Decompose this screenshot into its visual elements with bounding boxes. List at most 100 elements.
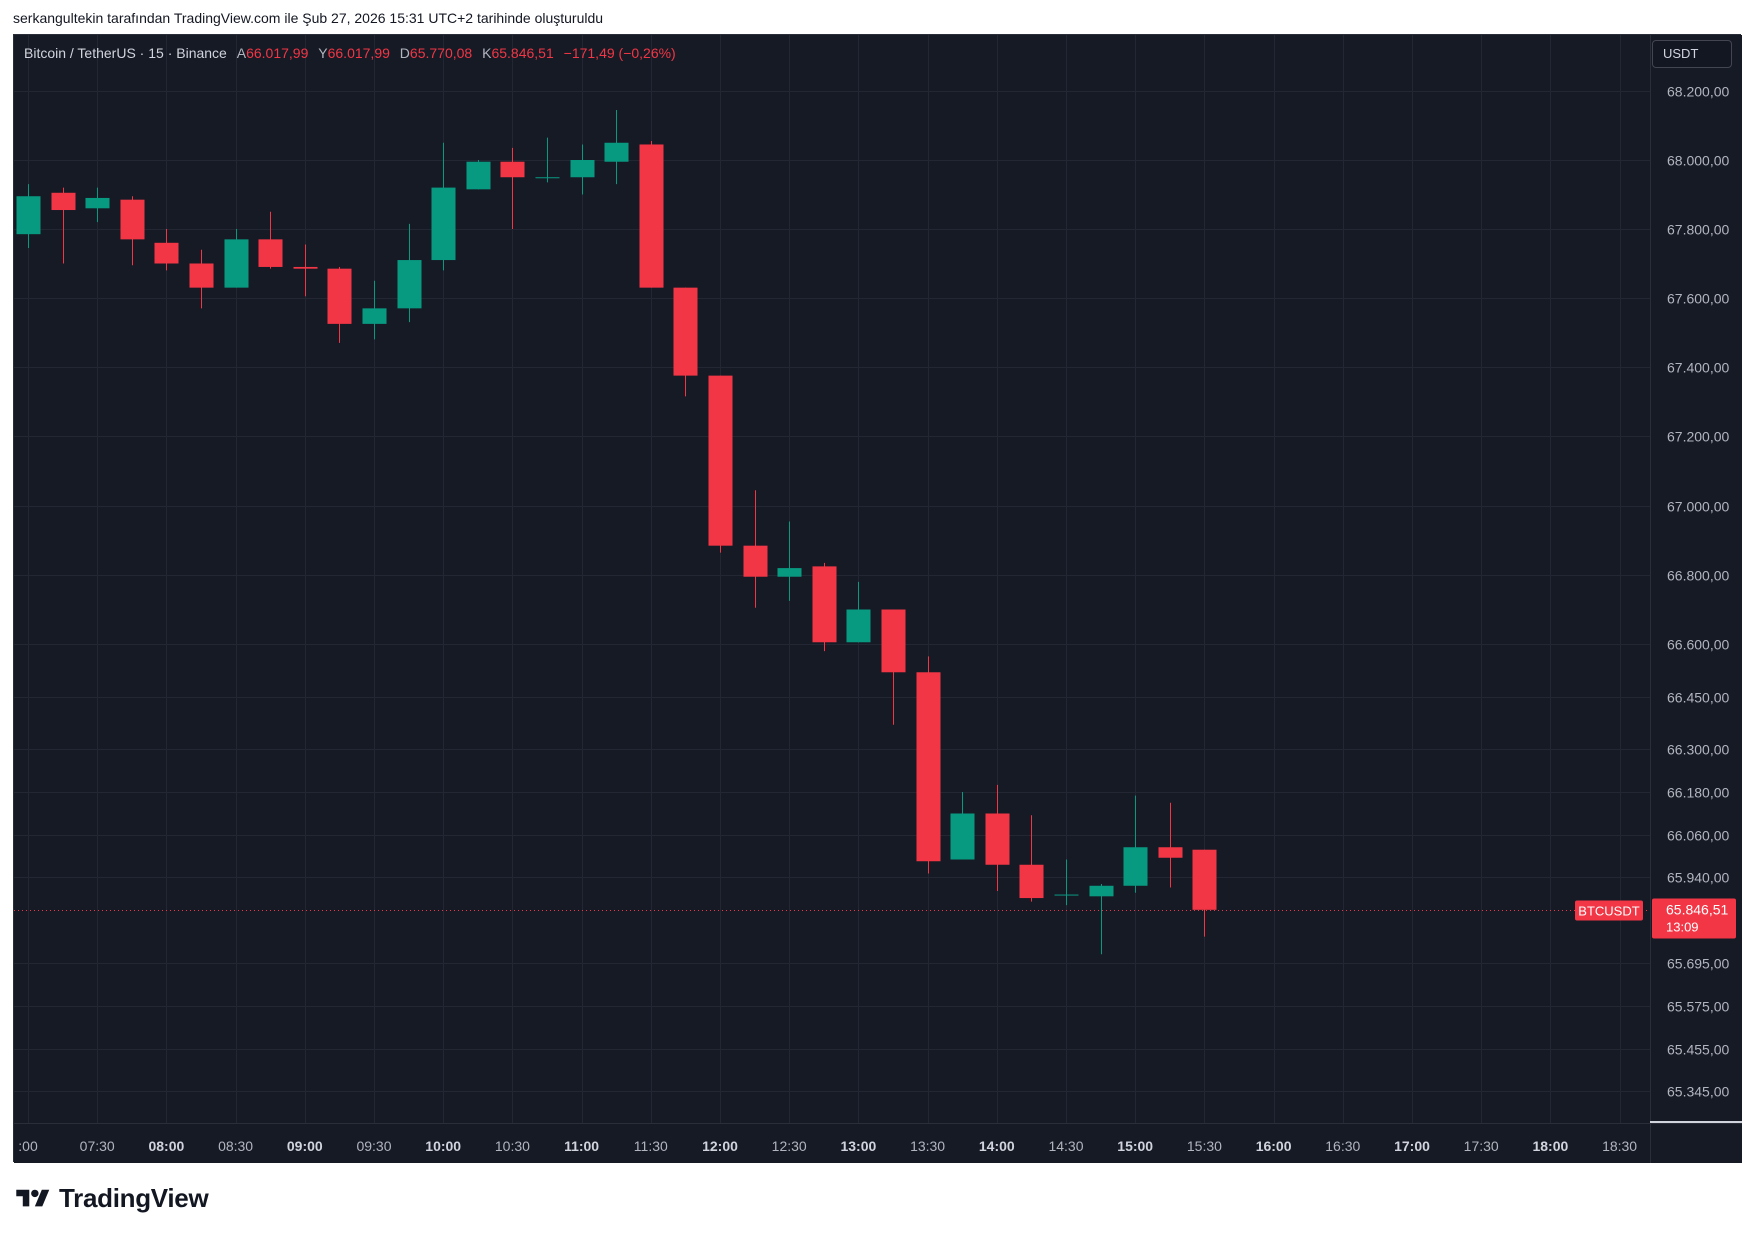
symbol-legend[interactable]: Bitcoin / TetherUS · 15 · Binance A66.01… bbox=[24, 45, 676, 61]
candle[interactable] bbox=[397, 223, 422, 323]
price-tag-countdown: 13:09 bbox=[1666, 920, 1699, 935]
grid-layer bbox=[14, 35, 1650, 1123]
candle-body bbox=[846, 609, 871, 643]
candle[interactable] bbox=[1019, 815, 1044, 902]
price-tick-label: 67.000,00 bbox=[1667, 499, 1729, 515]
time-tick-label: 16:30 bbox=[1325, 1138, 1360, 1154]
candle-body bbox=[916, 672, 941, 862]
price-tick-label: 68.000,00 bbox=[1667, 153, 1729, 169]
candle[interactable] bbox=[431, 142, 456, 271]
price-tick-label: 68.200,00 bbox=[1667, 84, 1729, 100]
tradingview-logo[interactable]: TradingView bbox=[13, 1183, 209, 1214]
candle[interactable] bbox=[743, 490, 768, 608]
legend-symbol[interactable]: Bitcoin / TetherUS · 15 · Binance bbox=[24, 45, 227, 61]
candle[interactable] bbox=[327, 266, 352, 343]
candle[interactable] bbox=[777, 521, 802, 601]
candle[interactable] bbox=[154, 229, 179, 271]
candle-body bbox=[535, 177, 560, 179]
candle[interactable] bbox=[16, 184, 41, 248]
legend-open-label: A bbox=[236, 45, 247, 61]
price-tag-value: 65.846,51 bbox=[1666, 902, 1728, 918]
legend-close-label: K bbox=[482, 45, 492, 61]
candle-body bbox=[950, 813, 975, 860]
time-tick-label: 18:00 bbox=[1532, 1138, 1568, 1154]
time-tick-label: 14:30 bbox=[1048, 1138, 1083, 1154]
candle-body bbox=[1054, 894, 1079, 896]
candle[interactable] bbox=[673, 287, 698, 397]
time-tick-label: 13:00 bbox=[840, 1138, 876, 1154]
candle[interactable] bbox=[1158, 802, 1183, 888]
candle-body bbox=[985, 813, 1010, 865]
legend-high-label: Y bbox=[318, 45, 328, 61]
time-tick-label: 10:30 bbox=[495, 1138, 530, 1154]
price-tick-label: 67.600,00 bbox=[1667, 291, 1729, 307]
price-axis: 68.200,00 68.000,00 67.800,00 67.600,00 67.4… bbox=[1667, 84, 1729, 1100]
candle-body bbox=[397, 260, 422, 309]
candle-layer bbox=[16, 109, 1217, 955]
time-tick-label: 09:30 bbox=[356, 1138, 391, 1154]
current-price-tag[interactable]: 65.846,51 13:09 bbox=[1652, 898, 1736, 939]
price-tick-label: 66.600,00 bbox=[1667, 637, 1729, 653]
candle[interactable] bbox=[293, 244, 318, 297]
candle[interactable] bbox=[51, 187, 76, 264]
candle-body bbox=[51, 192, 76, 211]
candle[interactable] bbox=[120, 196, 145, 266]
candle[interactable] bbox=[639, 141, 664, 288]
time-tick-label: 10:00 bbox=[425, 1138, 461, 1154]
candle[interactable] bbox=[224, 229, 249, 288]
price-tag-background bbox=[1652, 898, 1736, 939]
candle-body bbox=[120, 199, 145, 240]
candle[interactable] bbox=[1054, 859, 1079, 906]
candle[interactable] bbox=[1192, 849, 1217, 937]
time-tick-label: 12:00 bbox=[702, 1138, 738, 1154]
price-tick-label: 65.940,00 bbox=[1667, 870, 1729, 886]
candle[interactable] bbox=[85, 187, 110, 223]
symbol-tag-background bbox=[1575, 900, 1643, 921]
time-tick-label: 07:30 bbox=[80, 1138, 115, 1154]
candle[interactable] bbox=[362, 280, 387, 340]
currency-button[interactable]: USDT bbox=[1652, 40, 1732, 68]
symbol-price-tag[interactable]: BTCUSDT bbox=[1575, 900, 1643, 921]
candle[interactable] bbox=[881, 609, 906, 725]
candle[interactable] bbox=[570, 144, 595, 195]
candle[interactable] bbox=[1123, 795, 1148, 893]
price-tick-label: 66.060,00 bbox=[1667, 828, 1729, 844]
candle[interactable] bbox=[708, 375, 733, 553]
candle-body bbox=[431, 187, 456, 261]
time-tick-label: 08:00 bbox=[148, 1138, 184, 1154]
candle[interactable] bbox=[1089, 884, 1114, 955]
candle[interactable] bbox=[466, 160, 491, 190]
legend-change: −171,49 (−0,26%) bbox=[563, 45, 676, 61]
price-tick-label: 67.400,00 bbox=[1667, 360, 1729, 376]
price-tick-label: 65.695,00 bbox=[1667, 956, 1729, 972]
candle-body bbox=[743, 545, 768, 577]
price-tick-label: 66.800,00 bbox=[1667, 568, 1729, 584]
candle-body bbox=[1158, 847, 1183, 858]
legend-open-value: 66.017,99 bbox=[246, 45, 309, 61]
candle[interactable] bbox=[846, 581, 871, 643]
time-tick-label: :00 bbox=[18, 1138, 38, 1154]
candlestick-chart[interactable]: 68.200,00 68.000,00 67.800,00 67.600,00 67.4… bbox=[14, 35, 1742, 1163]
price-tick-label: 65.345,00 bbox=[1667, 1084, 1729, 1100]
time-tick-label: 13:30 bbox=[910, 1138, 945, 1154]
candle-body bbox=[16, 196, 41, 235]
time-tick-label: 18:30 bbox=[1602, 1138, 1637, 1154]
chart-panel[interactable]: 68.200,00 68.000,00 67.800,00 67.600,00 67.4… bbox=[13, 34, 1742, 1163]
candle[interactable] bbox=[604, 109, 629, 185]
time-tick-label: 16:00 bbox=[1256, 1138, 1292, 1154]
time-tick-label: 15:00 bbox=[1117, 1138, 1153, 1154]
candle[interactable] bbox=[916, 656, 941, 874]
candle[interactable] bbox=[985, 784, 1010, 892]
candle[interactable] bbox=[500, 147, 525, 229]
legend-high-value: 66.017,99 bbox=[327, 45, 390, 61]
candle[interactable] bbox=[189, 249, 214, 309]
candle[interactable] bbox=[950, 792, 975, 860]
candle-body bbox=[362, 308, 387, 324]
price-tick-label: 67.200,00 bbox=[1667, 429, 1729, 445]
candle[interactable] bbox=[258, 211, 283, 269]
candle[interactable] bbox=[535, 137, 560, 183]
candle-body bbox=[708, 375, 733, 546]
time-tick-label: 15:30 bbox=[1187, 1138, 1222, 1154]
plot-background bbox=[14, 35, 1742, 1163]
candle[interactable] bbox=[812, 562, 837, 652]
